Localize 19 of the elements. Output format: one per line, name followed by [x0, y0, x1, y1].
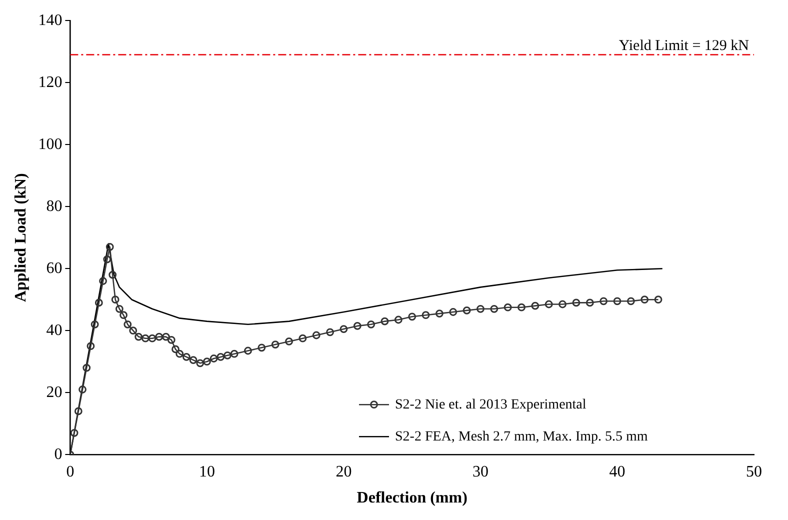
x-tick-label: 0: [66, 463, 74, 480]
y-axis-title: Applied Load (kN): [12, 173, 30, 302]
legend-label: S2-2 FEA, Mesh 2.7 mm, Max. Imp. 5.5 mm: [395, 429, 648, 444]
ref-line-label: Yield Limit = 129 kN: [618, 38, 750, 54]
legend-label: S2-2 Nie et. al 2013 Experimental: [395, 397, 586, 412]
y-tick-label: 100: [38, 136, 62, 153]
x-tick-label: 20: [336, 463, 352, 480]
x-tick-label: 50: [746, 463, 762, 480]
x-axis-title: Deflection (mm): [356, 490, 468, 507]
y-tick-label: 120: [38, 74, 62, 91]
x-tick-label: 40: [609, 463, 626, 480]
y-tick-label: 60: [46, 260, 62, 277]
y-tick-label: 20: [46, 384, 62, 401]
x-tick-label: 30: [472, 463, 488, 480]
y-tick-label: 140: [38, 12, 62, 29]
y-tick-label: 80: [46, 198, 62, 215]
y-tick-label: 40: [46, 322, 62, 339]
y-tick-label: 0: [54, 446, 62, 463]
x-tick-label: 10: [198, 463, 215, 480]
